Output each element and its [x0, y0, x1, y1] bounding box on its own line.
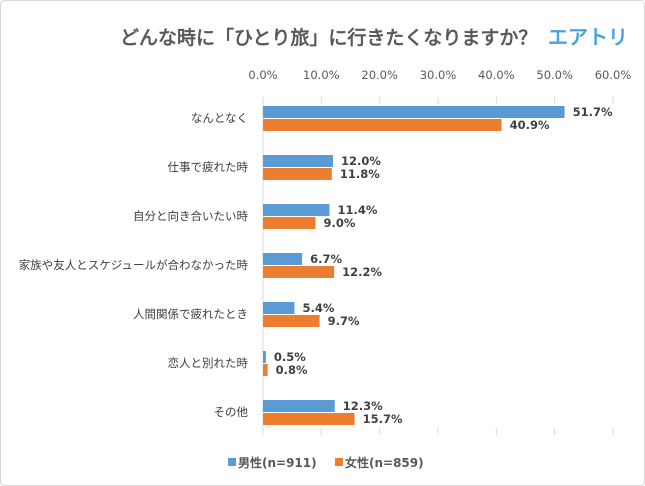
x-tick-label: 20.0% — [361, 68, 398, 82]
category-label: 人間関係で疲れたとき — [133, 307, 248, 321]
x-tick-label: 0.0% — [248, 68, 277, 82]
bar-male — [263, 106, 565, 118]
x-tick-label: 60.0% — [595, 68, 632, 82]
data-label: 12.3% — [343, 399, 383, 413]
category-label: 恋人と別れた時 — [168, 356, 249, 370]
bar-male — [263, 204, 330, 216]
category-label: 仕事で疲れた時 — [168, 160, 249, 174]
bar-male — [263, 155, 333, 167]
data-label: 11.4% — [338, 203, 378, 217]
bar-female — [263, 119, 502, 131]
data-label: 0.8% — [276, 363, 308, 377]
bar-male — [263, 400, 335, 412]
category-label: なんとなく — [191, 111, 248, 125]
legend-label: 女性(n=859) — [345, 455, 424, 470]
category-label: 家族や友人とスケジュールが合わなかった時 — [19, 258, 249, 272]
data-label: 0.5% — [274, 350, 306, 364]
data-label: 51.7% — [573, 105, 613, 119]
category-label: 自分と向き合いたい時 — [133, 209, 248, 223]
data-label: 9.0% — [324, 216, 356, 230]
bar-male — [263, 302, 295, 314]
bar-female — [263, 315, 320, 327]
data-label: 12.2% — [342, 265, 382, 279]
data-label: 11.8% — [340, 167, 380, 181]
x-tick-label: 10.0% — [303, 68, 340, 82]
bar-female — [263, 364, 268, 376]
x-tick-label: 40.0% — [478, 68, 515, 82]
logo: エアトリ — [548, 25, 628, 49]
data-label: 6.7% — [310, 252, 342, 266]
bar-female — [263, 266, 335, 278]
legend-swatch — [335, 458, 343, 466]
x-tick-label: 50.0% — [536, 68, 573, 82]
bar-female — [263, 217, 316, 229]
bar-male — [263, 351, 266, 363]
x-tick-label: 30.0% — [420, 68, 457, 82]
data-label: 5.4% — [303, 301, 335, 315]
data-label: 40.9% — [510, 118, 550, 132]
data-label: 9.7% — [328, 314, 360, 328]
data-label: 15.7% — [363, 412, 403, 426]
legend-swatch — [228, 458, 236, 466]
bar-female — [263, 168, 332, 180]
category-label: その他 — [214, 405, 249, 419]
bar-male — [263, 253, 303, 265]
legend-label: 男性(n=911) — [238, 455, 317, 470]
data-label: 12.0% — [341, 154, 381, 168]
bar-female — [263, 413, 355, 425]
chart-title: どんな時に「ひとり旅」に行きたくなりますか？ — [120, 26, 537, 49]
